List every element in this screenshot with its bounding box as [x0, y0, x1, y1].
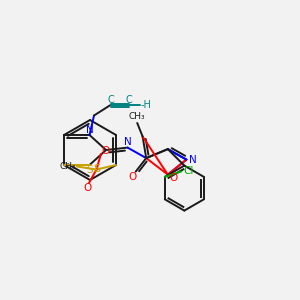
Text: O: O	[128, 172, 136, 182]
Text: CH₃: CH₃	[129, 112, 146, 122]
Text: O: O	[83, 183, 92, 194]
Text: -H: -H	[141, 100, 152, 110]
Text: O: O	[170, 172, 178, 183]
Text: N: N	[188, 154, 196, 165]
Text: C: C	[107, 94, 114, 105]
Text: O: O	[101, 146, 110, 156]
Text: Cl: Cl	[184, 167, 194, 176]
Text: N: N	[86, 125, 94, 135]
Text: S: S	[86, 165, 93, 175]
Text: CH₃: CH₃	[59, 162, 76, 171]
Text: N: N	[124, 137, 132, 148]
Text: C: C	[126, 94, 133, 105]
Text: S: S	[93, 164, 100, 175]
